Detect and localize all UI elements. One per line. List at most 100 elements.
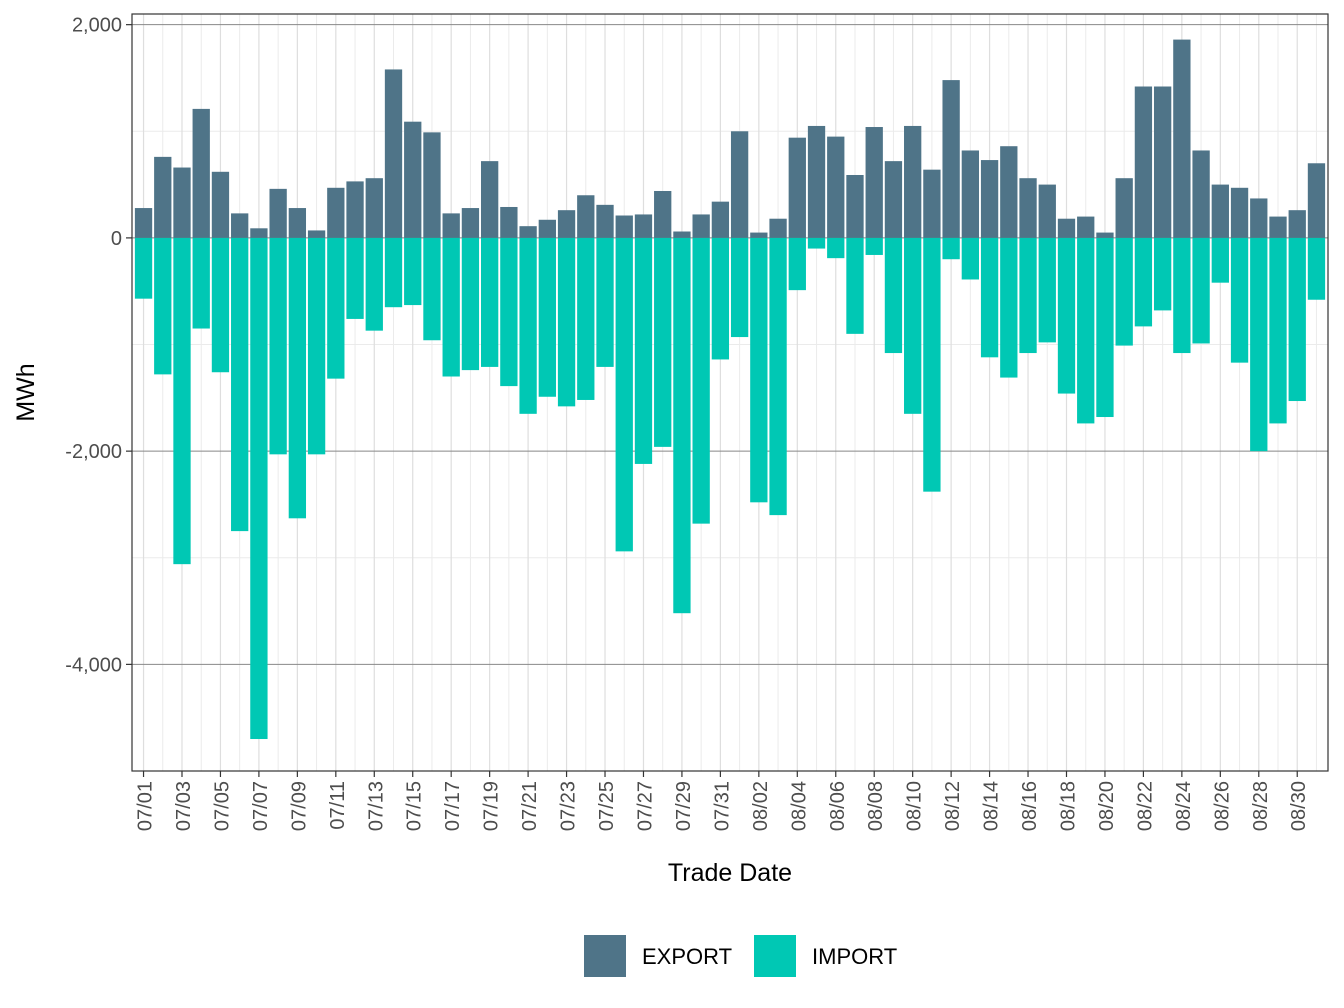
bar-import-08-22 [1134,237,1153,327]
bar-export-08-31 [1307,163,1326,238]
bar-import-08-27 [1230,237,1249,363]
bar-import-07-12 [346,237,364,319]
bar-export-07-25 [596,204,614,238]
bar-export-08-05 [807,125,826,238]
bar-export-08-06 [827,136,845,238]
bar-import-08-20 [1096,237,1114,418]
bar-import-08-15 [1000,237,1018,378]
bar-export-07-21 [519,226,537,238]
y-axis-title: MWh [12,363,40,421]
bar-export-07-22 [538,219,556,238]
bars [134,39,1326,740]
bar-export-08-07 [846,174,864,238]
bar-import-08-29 [1269,237,1287,424]
bar-export-08-13 [961,150,980,238]
bar-import-08-31 [1307,237,1326,300]
bar-export-07-06 [231,213,249,238]
x-tick-label: 07/29 [673,781,695,831]
bar-export-08-12 [942,80,960,238]
bar-export-08-27 [1230,187,1249,238]
bar-import-07-09 [288,237,307,519]
x-tick-label: 07/15 [404,781,426,831]
bar-import-07-24 [577,237,595,400]
bar-export-07-13 [365,178,383,238]
x-tick-label: 07/05 [211,781,233,831]
legend-swatch-export [584,935,626,977]
bar-import-07-16 [423,237,441,341]
bar-import-07-31 [711,237,730,360]
bar-import-07-01 [134,237,153,299]
bar-export-08-30 [1288,210,1306,238]
bar-import-08-24 [1173,237,1191,354]
bar-import-07-02 [154,237,172,375]
bar-export-07-03 [173,167,191,238]
bar-export-08-21 [1115,178,1133,238]
x-tick-label: 07/23 [558,781,580,831]
bar-export-08-01 [730,131,749,238]
bar-export-07-28 [654,190,672,238]
x-tick-label: 07/09 [288,781,310,831]
bar-import-08-13 [961,237,980,280]
bar-export-08-24 [1173,39,1191,238]
bar-export-08-28 [1250,198,1268,238]
bar-export-07-11 [327,187,345,238]
bar-import-08-10 [904,237,922,414]
bar-import-08-08 [865,237,883,255]
bar-export-07-29 [673,231,691,238]
bar-import-08-23 [1153,237,1172,311]
bar-import-07-18 [461,237,480,371]
bar-import-08-01 [730,237,749,338]
bar-import-07-05 [211,237,230,373]
bar-export-07-08 [269,188,287,238]
bar-export-07-19 [480,161,499,238]
bar-import-08-06 [827,237,845,259]
x-tick-label: 08/26 [1211,781,1233,831]
bar-export-08-19 [1077,216,1095,238]
bar-import-07-11 [327,237,345,379]
bar-export-07-09 [288,208,307,238]
bar-export-07-10 [307,230,326,238]
bar-import-07-07 [250,237,268,740]
bar-export-07-16 [423,132,441,238]
bar-import-08-12 [942,237,960,260]
bar-import-07-19 [480,237,499,367]
x-tick-label: 08/28 [1250,781,1272,831]
bar-import-08-07 [846,237,864,334]
bar-export-07-02 [154,156,172,238]
bar-import-08-26 [1211,237,1229,283]
bar-import-07-17 [442,237,460,377]
y-tick-label: 2,000 [72,15,122,37]
bar-export-08-18 [1057,218,1076,238]
bar-import-07-29 [673,237,691,614]
bar-export-08-22 [1134,86,1153,238]
bar-import-07-28 [654,237,672,447]
bar-export-08-29 [1269,216,1287,238]
x-tick-label: 07/03 [173,781,195,831]
bar-import-08-11 [923,237,941,492]
bar-import-07-27 [634,237,653,464]
bar-import-07-10 [307,237,326,455]
bar-export-08-25 [1192,150,1210,238]
bar-export-08-20 [1096,232,1114,238]
bar-import-08-09 [884,237,903,354]
x-tick-label: 07/25 [596,781,618,831]
bar-export-08-17 [1038,184,1056,238]
panel-border [131,13,1329,772]
bar-export-07-12 [346,181,364,238]
bar-import-08-18 [1057,237,1076,394]
x-tick-label: 07/31 [711,781,733,831]
bar-import-07-21 [519,237,537,414]
bar-export-08-15 [1000,146,1018,238]
bar-import-07-13 [365,237,383,331]
bar-import-07-22 [538,237,556,397]
bar-import-08-21 [1115,237,1133,346]
bar-import-07-20 [500,237,518,387]
bar-import-08-19 [1077,237,1095,424]
x-tick-label: 07/27 [634,781,656,831]
bar-import-07-25 [596,237,614,367]
bar-import-07-03 [173,237,191,565]
x-tick-label: 08/02 [750,781,772,831]
bar-export-08-26 [1211,184,1229,238]
bar-export-07-20 [500,206,518,238]
